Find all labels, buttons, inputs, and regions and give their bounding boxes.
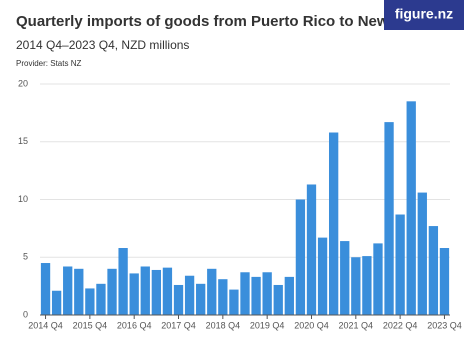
bar — [173, 284, 184, 315]
bar — [207, 268, 217, 315]
bar — [229, 289, 239, 315]
bar — [162, 267, 173, 315]
bar — [395, 214, 405, 315]
bar — [295, 199, 306, 315]
bar — [151, 269, 162, 315]
bar — [85, 288, 95, 315]
bar — [317, 237, 328, 315]
bar — [240, 272, 250, 315]
bar — [118, 248, 128, 315]
bar — [129, 273, 139, 315]
bar — [184, 275, 195, 315]
x-tick-label: 2014 Q4 — [28, 320, 63, 330]
bar — [384, 122, 394, 316]
bar — [96, 283, 106, 315]
bar — [373, 243, 383, 315]
bar — [63, 266, 73, 315]
bar — [51, 290, 62, 315]
x-tick-label: 2015 Q4 — [73, 320, 108, 330]
logo-box[interactable] — [384, 0, 464, 30]
bar — [351, 257, 361, 315]
bar — [273, 284, 283, 315]
bar — [284, 276, 294, 315]
y-tick-label: 5 — [23, 252, 28, 262]
bar — [262, 272, 272, 315]
chart-subtitle: 2014 Q4–2023 Q4, NZD millions — [16, 38, 189, 52]
bar — [340, 241, 350, 315]
bar — [406, 101, 416, 315]
x-tick-label: 2020 Q4 — [294, 320, 329, 330]
logo[interactable]: figure.nz — [395, 6, 453, 22]
bar — [328, 132, 339, 315]
bar — [196, 283, 206, 315]
y-tick-label: 20 — [18, 78, 28, 88]
bar — [251, 276, 261, 315]
bar — [218, 279, 228, 315]
y-tick-label: 0 — [23, 309, 28, 319]
bar — [439, 248, 450, 315]
source: Provider: Stats NZ — [16, 59, 81, 68]
x-tick-label: 2021 Q4 — [339, 320, 374, 330]
bar — [40, 263, 51, 315]
x-tick-label: 2023 Q4 — [427, 320, 462, 330]
y-tick-label: 10 — [18, 194, 28, 204]
x-tick-label: 2019 Q4 — [250, 320, 285, 330]
bar — [417, 192, 427, 315]
x-tick-label: 2017 Q4 — [161, 320, 196, 330]
bar — [140, 266, 150, 315]
chart-title: Quarterly imports of goods from Puerto R… — [16, 13, 449, 30]
bar — [428, 226, 439, 315]
bar — [74, 268, 84, 315]
bar — [362, 256, 372, 315]
x-tick-label: 2016 Q4 — [117, 320, 152, 330]
x-tick-label: 2018 Q4 — [206, 320, 241, 330]
y-tick-label: 15 — [18, 136, 28, 146]
bar — [107, 268, 117, 315]
bar — [306, 184, 317, 315]
x-tick-label: 2022 Q4 — [383, 320, 418, 330]
